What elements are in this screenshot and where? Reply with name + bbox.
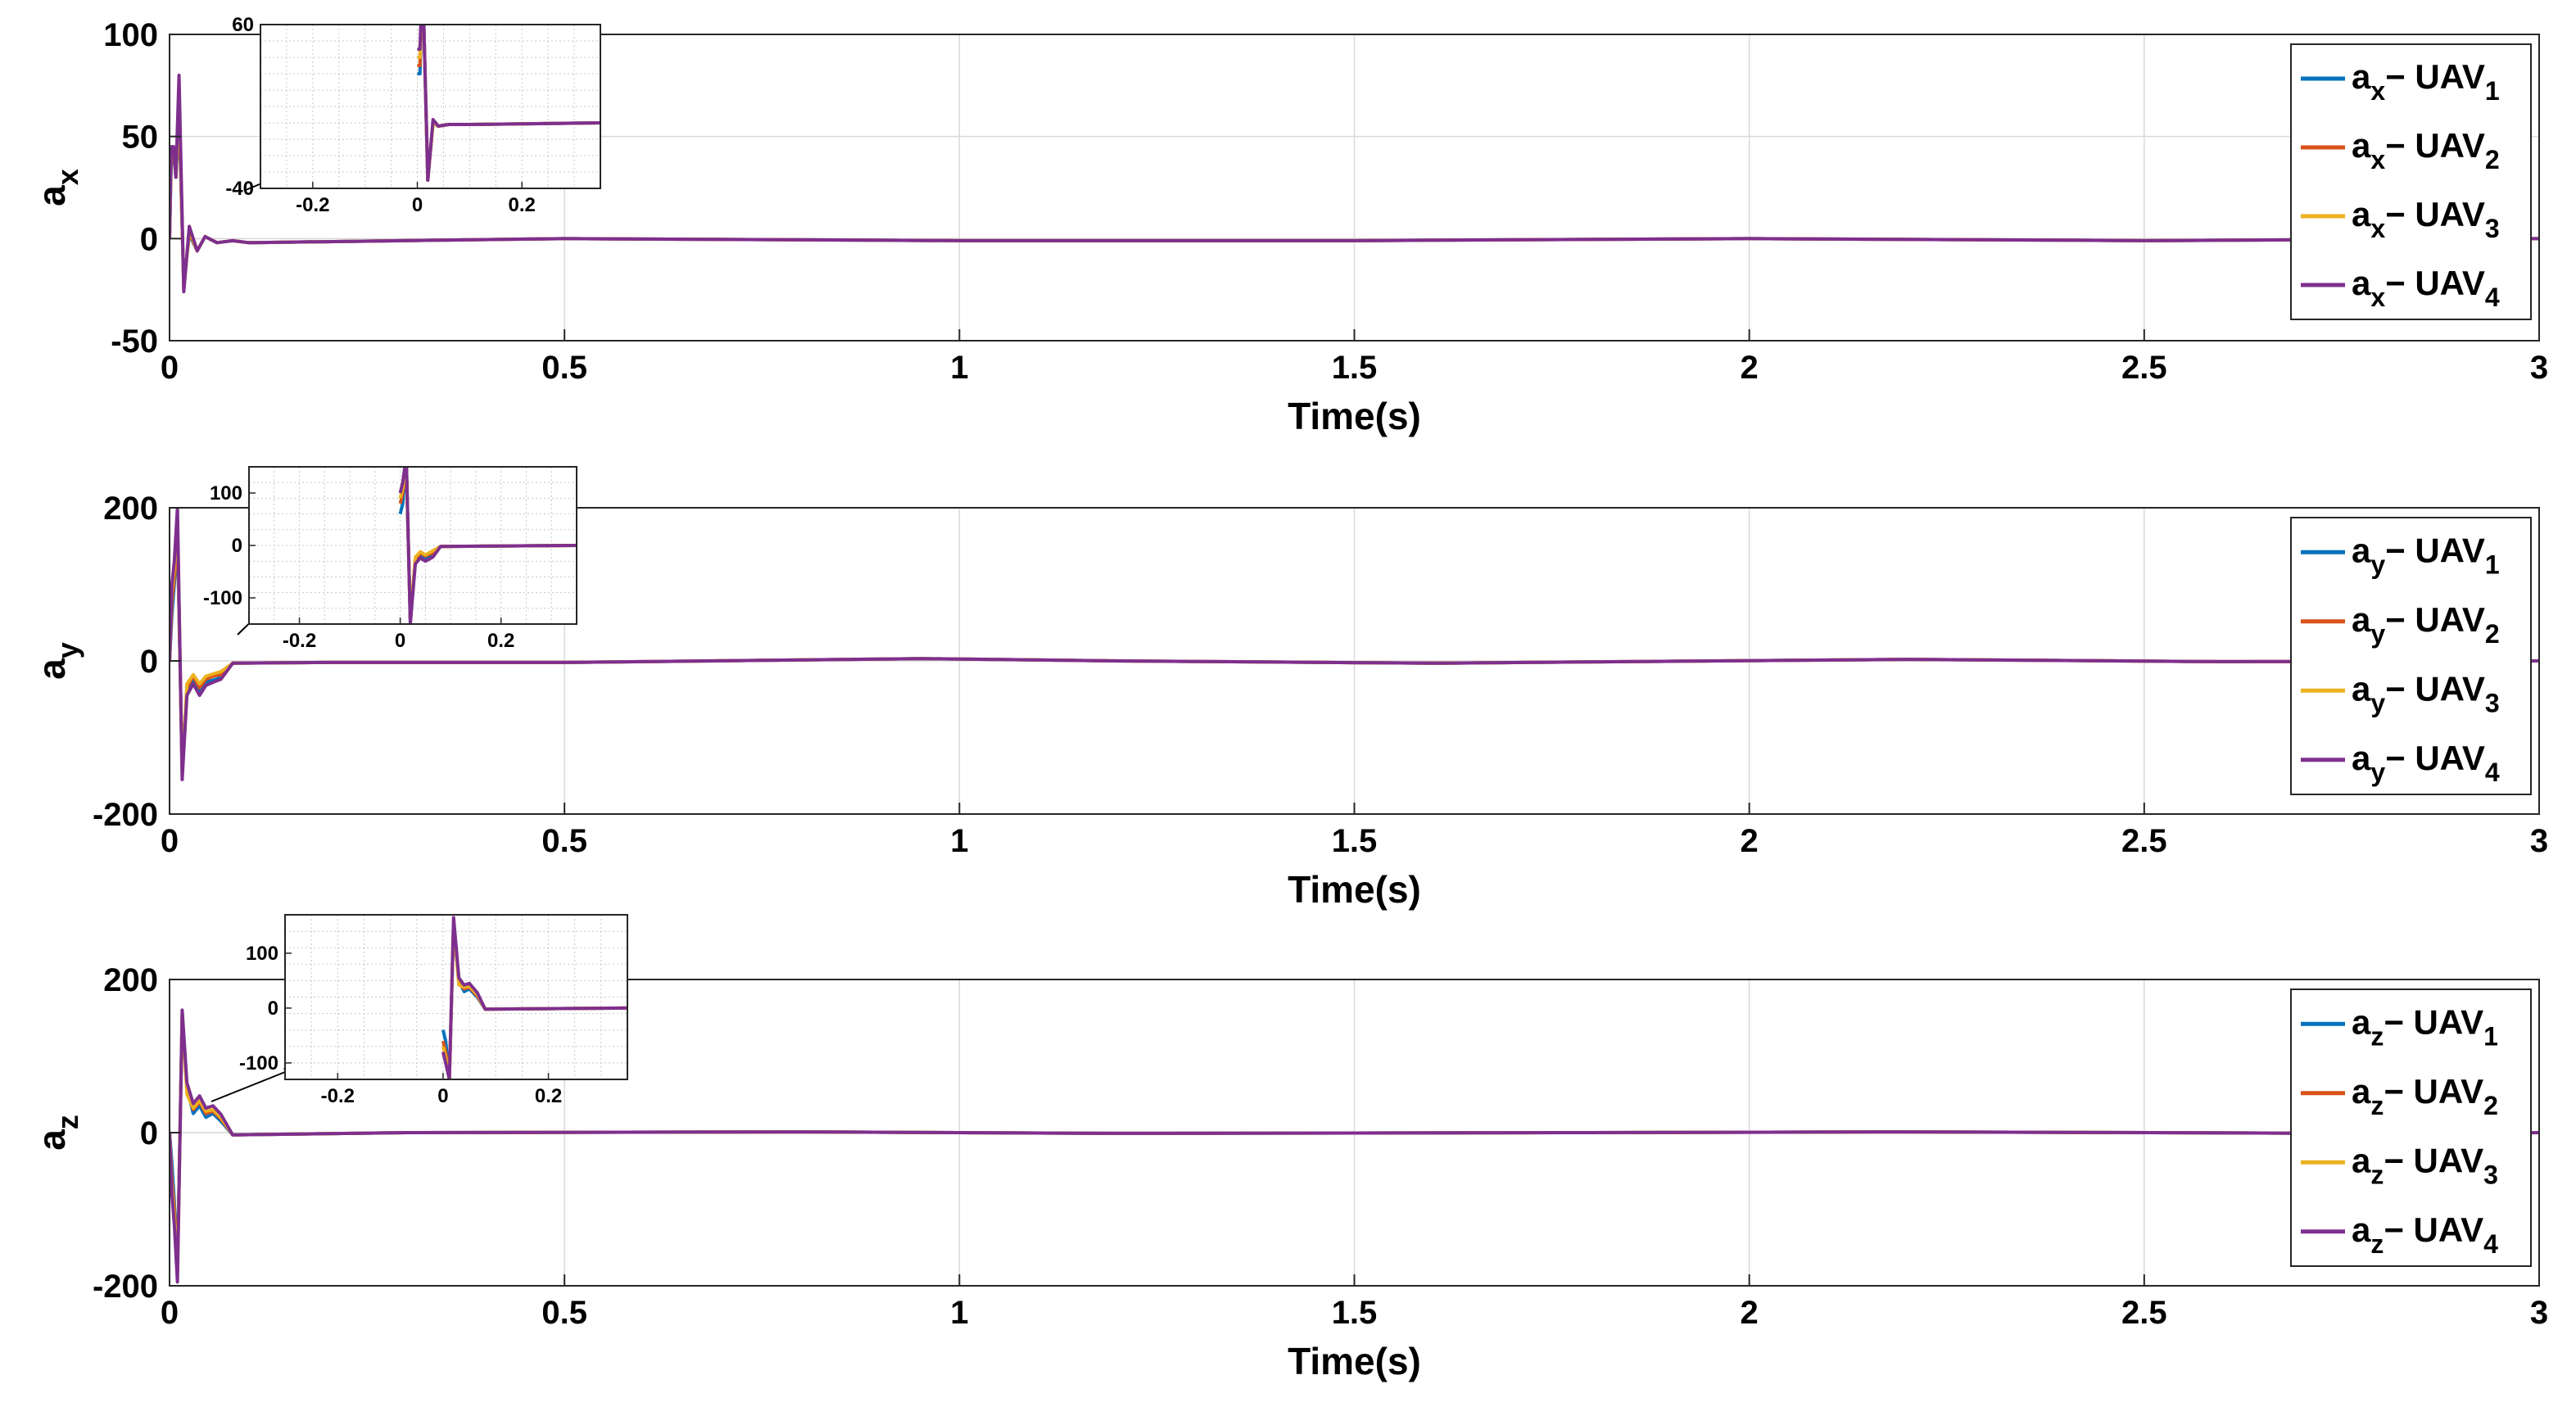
inset-x-tick-label: 0 xyxy=(395,630,405,652)
x-tick-label: 0.5 xyxy=(541,350,587,386)
x-tick-label: 2 xyxy=(1741,350,1759,386)
inset-series-line-uav-4 xyxy=(441,916,627,1079)
inset-x-tick-label: 0.2 xyxy=(535,1085,562,1107)
legend-entry-uav-1: ax− UAV1 xyxy=(2352,57,2500,106)
inset-x-tick-label: 0 xyxy=(412,194,423,216)
x-tick-label: 1 xyxy=(950,350,968,386)
inset-y-tick-label: 0 xyxy=(268,998,278,1020)
x-tick-label: 0 xyxy=(161,350,179,386)
y-tick-label: 100 xyxy=(103,17,158,53)
zoom-arrow xyxy=(211,1068,294,1102)
y-tick-label: -50 xyxy=(111,323,158,360)
legend-entry-uav-3: ay− UAV3 xyxy=(2352,669,2500,717)
y-tick-label: 0 xyxy=(140,221,158,257)
y-tick-label: -200 xyxy=(93,797,158,833)
y-tick-label: 200 xyxy=(103,491,158,527)
y-tick-label: 50 xyxy=(122,120,159,156)
x-tick-label: 1.5 xyxy=(1332,1295,1378,1331)
inset-x-tick-label: -0.2 xyxy=(283,630,316,652)
x-tick-label: 3 xyxy=(2530,1295,2548,1331)
y-axis-label: ay xyxy=(30,642,84,680)
legend-entry-uav-4: ay− UAV4 xyxy=(2352,739,2500,787)
series-line-uav-4 xyxy=(170,1008,2539,1284)
y-axis-label: az xyxy=(30,1115,84,1151)
legend: ax− UAV1 ax− UAV2 ax− UAV3 ax− UAV4 xyxy=(2290,43,2532,320)
legend-entry-uav-2: ax− UAV2 xyxy=(2352,126,2500,174)
inset-y-tick-label: -100 xyxy=(203,587,242,609)
legend: ay− UAV1 ay− UAV2 ay− UAV3 ay− UAV4 xyxy=(2290,517,2532,795)
inset-y-tick-label: 60 xyxy=(232,14,254,36)
x-tick-label: 0.5 xyxy=(541,1295,587,1331)
zoom-inset: -0.2 0 0.2 -100 0 100 xyxy=(203,466,577,652)
legend: az− UAV1 az− UAV2 az− UAV3 az− UAV4 xyxy=(2290,988,2532,1267)
x-axis-label: Time(s) xyxy=(1288,868,1421,911)
x-tick-label: 1.5 xyxy=(1332,350,1378,386)
y-tick-label: 0 xyxy=(140,644,158,680)
inset-axes-box xyxy=(284,914,628,1080)
x-tick-label: 2.5 xyxy=(2121,1295,2167,1331)
inset-x-tick-label: 0.2 xyxy=(509,194,536,216)
x-tick-label: 0 xyxy=(161,1295,179,1331)
legend-entry-uav-1: ay− UAV1 xyxy=(2352,531,2500,579)
x-tick-label: 1.5 xyxy=(1332,823,1378,859)
legend-entry-uav-2: ay− UAV2 xyxy=(2352,600,2500,649)
legend-entry-uav-4: az− UAV4 xyxy=(2352,1210,2498,1259)
x-axis-label: Time(s) xyxy=(1288,395,1421,437)
zoom-inset: -0.2 0 0.2 -40 60 xyxy=(225,14,601,216)
x-tick-label: 1 xyxy=(950,1295,968,1331)
x-tick-label: 3 xyxy=(2530,823,2548,859)
series-line-uav-4 xyxy=(170,73,2539,294)
legend-entry-uav-1: az− UAV1 xyxy=(2352,1002,2498,1051)
x-tick-label: 2.5 xyxy=(2121,823,2167,859)
inset-y-tick-label: -100 xyxy=(239,1052,278,1074)
inset-y-tick-label: 100 xyxy=(246,943,278,965)
legend-entry-uav-4: ax− UAV4 xyxy=(2352,264,2500,312)
y-tick-label: -200 xyxy=(93,1269,158,1305)
zoom-inset: -0.2 0 0.2 -100 0 100 xyxy=(211,914,628,1107)
inset-x-tick-label: 0 xyxy=(437,1085,448,1107)
inset-series-line-uav-4 xyxy=(398,467,577,624)
legend-entry-uav-2: az− UAV2 xyxy=(2352,1072,2498,1120)
legend-box xyxy=(2290,517,2532,795)
series-line-uav-4 xyxy=(170,508,2539,781)
x-tick-label: 0 xyxy=(161,823,179,859)
x-axis-label: Time(s) xyxy=(1288,1340,1421,1382)
x-tick-label: 2.5 xyxy=(2121,350,2167,386)
legend-entry-uav-3: az− UAV3 xyxy=(2352,1141,2498,1189)
x-tick-label: 0.5 xyxy=(541,823,587,859)
x-tick-label: 3 xyxy=(2530,350,2548,386)
inset-x-tick-label: -0.2 xyxy=(321,1085,355,1107)
inset-axes-box xyxy=(260,24,601,189)
legend-entry-uav-3: ax− UAV3 xyxy=(2352,195,2500,243)
y-tick-label: 200 xyxy=(103,962,158,998)
y-axis-label: ax xyxy=(30,169,84,206)
x-tick-label: 2 xyxy=(1741,1295,1759,1331)
x-tick-label: 2 xyxy=(1741,823,1759,859)
x-tick-label: 1 xyxy=(950,823,968,859)
inset-y-tick-label: 0 xyxy=(232,535,242,557)
legend-box xyxy=(2290,988,2532,1267)
inset-x-tick-label: 0.2 xyxy=(487,630,514,652)
y-tick-label: 0 xyxy=(140,1115,158,1151)
inset-y-tick-label: 100 xyxy=(210,482,242,504)
inset-y-tick-label: -40 xyxy=(225,178,254,200)
inset-x-tick-label: -0.2 xyxy=(296,194,329,216)
legend-box xyxy=(2290,43,2532,320)
